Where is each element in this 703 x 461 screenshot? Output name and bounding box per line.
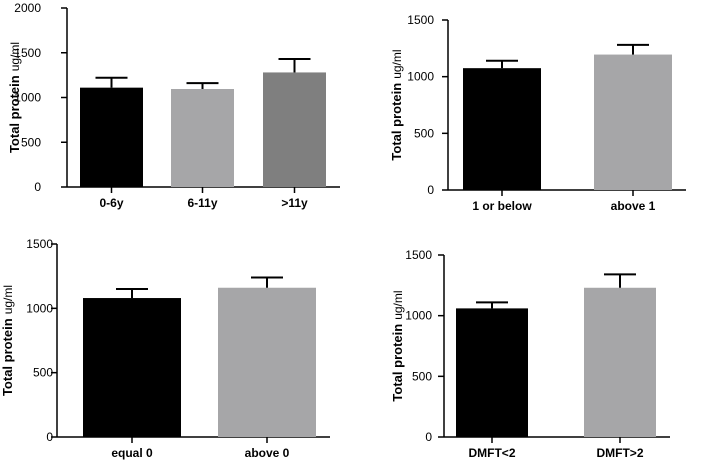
x-category-label: DMFT>2: [596, 446, 643, 460]
y-tick-label: 500: [33, 366, 53, 380]
y-tick-label: 500: [21, 135, 41, 149]
x-category-label: DMFT<2: [468, 446, 515, 460]
y-axis-title: Total protein ug/ml: [390, 290, 405, 401]
y-tick-label: 500: [414, 126, 434, 140]
chart-panel-1: 0 500 1000 1500 2000 0-6y 6-11y >11y Total prote…: [7, 1, 340, 210]
y-axis-title: Total protein ug/ml: [0, 285, 15, 396]
y-tick-label: 0: [427, 183, 434, 197]
y-tick-label: 1000: [26, 301, 53, 315]
chart-panel-4: 0 500 1000 1500 DMFT<2 DMFT>2 Total protein ug/…: [390, 248, 670, 460]
y-tick-label: 1000: [407, 70, 434, 84]
x-category-label: above 0: [245, 446, 290, 460]
y-tick-label: 1500: [26, 237, 53, 251]
x-category-label: 0-6y: [99, 196, 123, 210]
y-axis-title: Total protein ug/ml: [389, 49, 404, 160]
y-axis-title-main: Total protein: [7, 75, 22, 153]
y-axis-title-main: Total protein: [389, 83, 404, 161]
x-category-label: 6-11y: [187, 196, 217, 210]
bar-1: [456, 308, 528, 437]
x-category-label: equal 0: [111, 446, 153, 460]
bar-2: [171, 88, 234, 187]
y-tick-label: 1000: [14, 91, 41, 105]
bar-1: [83, 298, 181, 437]
bar-2: [584, 287, 656, 437]
bar-2: [218, 287, 316, 437]
chart-panel-3: 0 500 1000 1500 equal 0 above 0 Total protein u…: [0, 237, 330, 460]
y-axis-title-unit: ug/ml: [8, 42, 22, 71]
y-axis-title-main: Total protein: [0, 318, 15, 396]
y-tick-label: 1500: [405, 248, 432, 262]
y-tick-label: 1500: [407, 13, 434, 27]
x-category-label: above 1: [611, 199, 656, 213]
x-category-label: 1 or below: [472, 199, 532, 213]
bar-3: [263, 72, 326, 187]
y-axis-title: Total protein ug/ml: [7, 42, 22, 153]
y-axis-title-unit: ug/ml: [390, 49, 404, 78]
y-tick-label: 0: [46, 430, 53, 444]
y-axis-title-main: Total protein: [390, 324, 405, 402]
y-tick-label: 1500: [14, 46, 41, 60]
y-axis-title-unit: ug/ml: [1, 285, 15, 314]
bar-1: [463, 68, 541, 190]
x-category-label: >11y: [281, 196, 308, 210]
y-tick-label: 0: [34, 180, 41, 194]
y-tick-label: 0: [425, 430, 432, 444]
y-tick-label: 1000: [405, 309, 432, 323]
y-tick-label: 500: [412, 369, 432, 383]
bar-1: [80, 87, 143, 187]
y-axis-title-unit: ug/ml: [391, 290, 405, 319]
bar-2: [594, 54, 672, 190]
chart-panel-2: 0 500 1000 1500 1 or below above 1 Total prote…: [389, 13, 686, 213]
y-tick-label: 2000: [14, 1, 41, 15]
